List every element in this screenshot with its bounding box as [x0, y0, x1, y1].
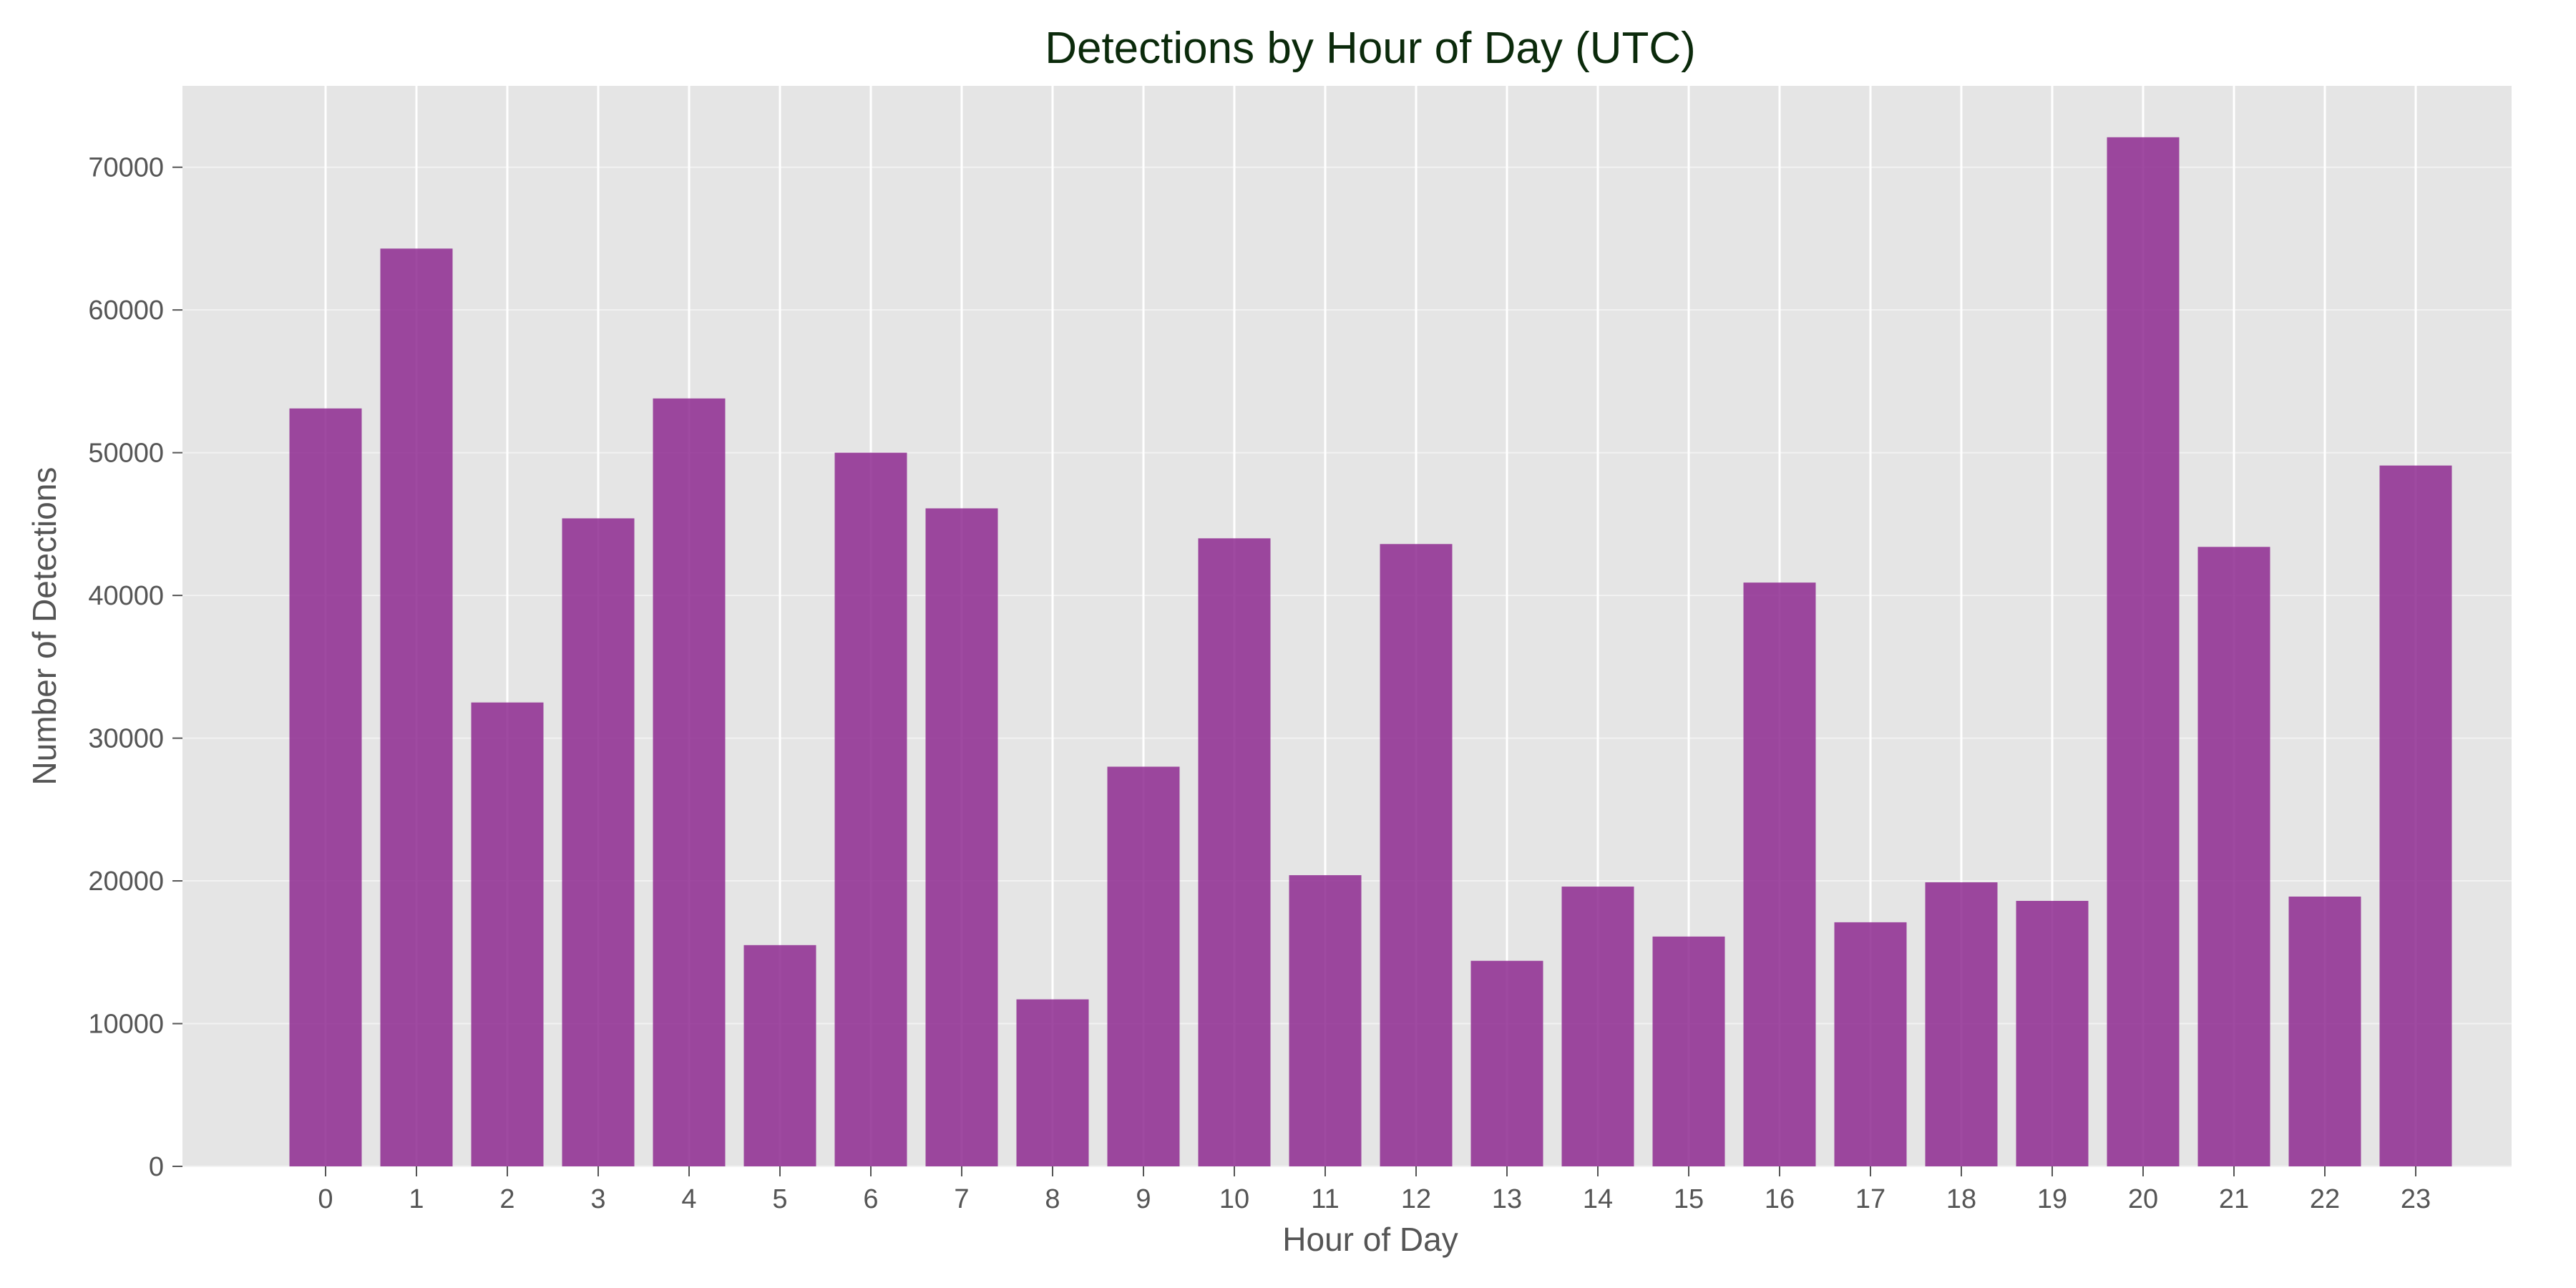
x-tick-label: 5: [772, 1184, 787, 1214]
x-tick-label: 11: [1311, 1184, 1339, 1214]
bar-hour-4: [653, 398, 726, 1166]
x-tick-label: 18: [1946, 1184, 1976, 1214]
bar-hour-17: [1834, 922, 1907, 1166]
bar-hour-19: [2016, 900, 2089, 1166]
y-tick-label: 60000: [88, 296, 164, 326]
x-tick-label: 6: [863, 1184, 878, 1214]
x-tick-label: 20: [2128, 1184, 2158, 1214]
x-tick-label: 22: [2310, 1184, 2340, 1214]
y-tick-label: 20000: [88, 867, 164, 897]
x-tick-label: 8: [1045, 1184, 1060, 1214]
bar-hour-7: [925, 508, 998, 1166]
bar-hour-8: [1016, 999, 1089, 1166]
bar-hour-9: [1107, 766, 1180, 1166]
x-tick-label: 19: [2037, 1184, 2067, 1214]
bar-hour-11: [1289, 875, 1362, 1166]
x-tick-label: 9: [1136, 1184, 1151, 1214]
x-axis-label: Hour of Day: [1282, 1221, 1458, 1258]
x-axis-ticks: 0 1 2 3 4 5 6 7 8 9 10 11 12 13 14 15 16 17 18 19 20 21 22 23: [318, 1166, 2431, 1214]
y-tick-label: 70000: [88, 153, 164, 183]
bar-hour-18: [1925, 882, 1998, 1166]
x-tick-label: 13: [1492, 1184, 1522, 1214]
bar-hour-0: [289, 408, 362, 1166]
x-tick-label: 12: [1401, 1184, 1431, 1214]
y-tick-label: 10000: [88, 1010, 164, 1040]
x-tick-label: 10: [1219, 1184, 1249, 1214]
y-axis-ticks: 0 10000 20000 30000 40000 50000 60000 70000: [88, 153, 182, 1182]
x-tick-label: 2: [499, 1184, 514, 1214]
x-tick-label: 0: [318, 1184, 333, 1214]
bar-hour-12: [1380, 544, 1453, 1166]
bar-hour-14: [1561, 887, 1634, 1166]
chart-title: Detections by Hour of Day (UTC): [1045, 24, 1696, 73]
bar-hour-10: [1198, 538, 1271, 1166]
bar-hour-13: [1470, 960, 1543, 1166]
y-tick-label: 40000: [88, 581, 164, 611]
x-tick-label: 15: [1674, 1184, 1704, 1214]
bars: [289, 137, 2452, 1167]
bar-hour-22: [2288, 896, 2361, 1166]
x-tick-label: 16: [1765, 1184, 1795, 1214]
y-axis-label: Number of Detections: [26, 467, 63, 786]
bar-hour-23: [2379, 465, 2452, 1166]
y-tick-label: 30000: [88, 724, 164, 754]
x-tick-label: 4: [681, 1184, 696, 1214]
bar-hour-20: [2107, 137, 2180, 1166]
bar-hour-6: [834, 452, 907, 1166]
x-tick-label: 21: [2219, 1184, 2249, 1214]
x-tick-label: 17: [1855, 1184, 1885, 1214]
bar-hour-1: [380, 248, 453, 1167]
bar-hour-5: [743, 945, 816, 1166]
bar-hour-16: [1743, 582, 1816, 1166]
bar-hour-15: [1652, 936, 1725, 1166]
bar-hour-21: [2197, 547, 2270, 1166]
x-tick-label: 23: [2401, 1184, 2431, 1214]
y-tick-label: 0: [149, 1152, 164, 1182]
y-tick-label: 50000: [88, 439, 164, 469]
x-tick-label: 14: [1583, 1184, 1613, 1214]
x-tick-label: 1: [409, 1184, 424, 1214]
x-tick-label: 7: [954, 1184, 969, 1214]
x-tick-label: 3: [590, 1184, 605, 1214]
bar-hour-2: [471, 702, 544, 1166]
bar-hour-3: [562, 518, 635, 1166]
